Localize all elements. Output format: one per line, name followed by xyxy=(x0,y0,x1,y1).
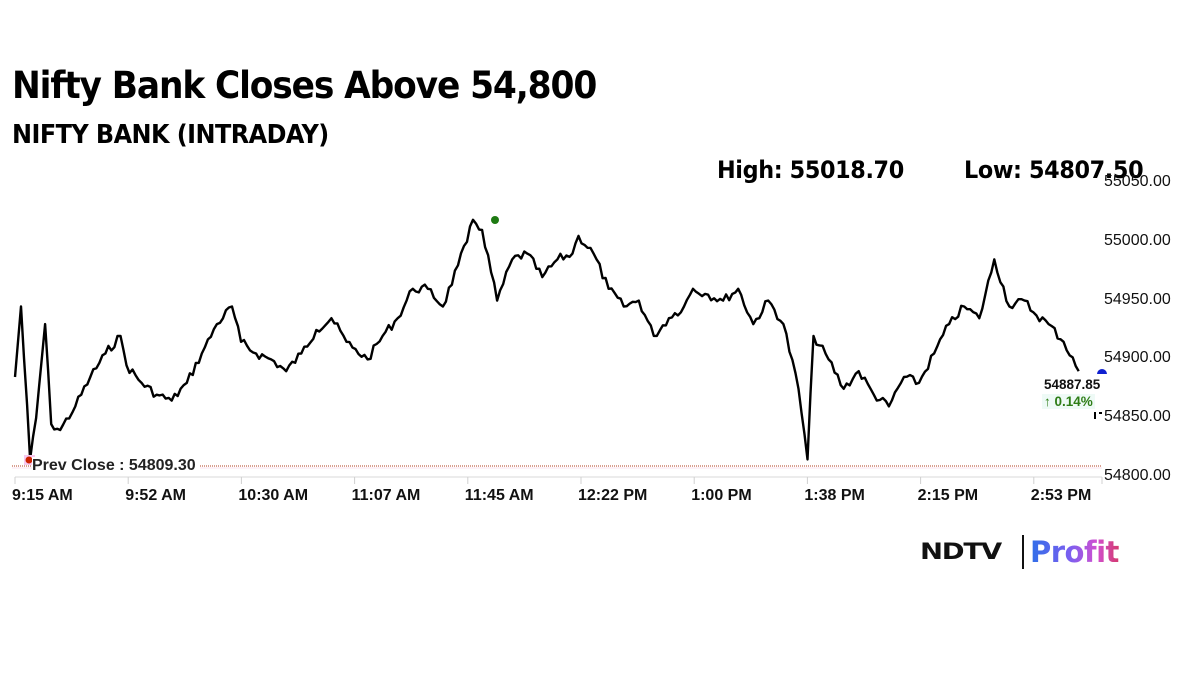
day-low-marker xyxy=(25,456,33,464)
day-high-marker xyxy=(491,216,499,224)
y-tick-label: 55050.00 xyxy=(1104,173,1171,190)
day-low-label: Low: 54807.50 xyxy=(964,156,1144,184)
day-high-label: High: 55018.70 xyxy=(717,156,904,184)
chart-subtitle: NIFTY BANK (INTRADAY) xyxy=(12,120,329,150)
last-price-marker xyxy=(1097,369,1107,374)
x-tick-label: 12:22 PM xyxy=(578,487,648,504)
y-tick-label: 54950.00 xyxy=(1104,290,1171,308)
x-axis-ticks xyxy=(14,477,1103,484)
chart-title: Nifty Bank Closes Above 54,800 xyxy=(12,64,597,107)
x-tick-label: 11:45 AM xyxy=(464,487,534,504)
ndtv-wordmark: NDTV xyxy=(920,539,1002,565)
y-tick-label: 54850.00 xyxy=(1104,408,1171,426)
y-tick-label: 55000.00 xyxy=(1104,231,1171,249)
x-tick-label: 1:00 PM xyxy=(691,487,752,504)
x-tick-label: 11:07 AM xyxy=(351,487,421,504)
price-line xyxy=(13,218,1080,461)
y-tick-label: 54800.00 xyxy=(1104,467,1171,484)
x-tick-label: 1:38 PM xyxy=(804,487,865,504)
last-price-label: 54887.85 xyxy=(1044,377,1101,392)
y-tick-label: 54900.00 xyxy=(1104,349,1171,367)
x-tick-label: 2:53 PM xyxy=(1030,487,1092,504)
profit-wordmark: Profit xyxy=(1030,535,1119,569)
x-tick-label: 2:15 PM xyxy=(917,487,979,504)
x-tick-label: 9:15 AM xyxy=(12,487,73,504)
tail-fragment xyxy=(1099,412,1102,414)
prev-close-label: Prev Close : 54809.30 xyxy=(32,457,200,475)
ndtv-profit-logo: NDTV Profit xyxy=(920,535,1119,569)
logo-divider xyxy=(1022,535,1024,569)
change-percent-label: ↑ 0.14% xyxy=(1042,394,1095,409)
x-tick-label: 9:52 AM xyxy=(125,487,186,504)
x-tick-label: 10:30 AM xyxy=(238,487,309,504)
tail-fragment xyxy=(1094,412,1096,419)
